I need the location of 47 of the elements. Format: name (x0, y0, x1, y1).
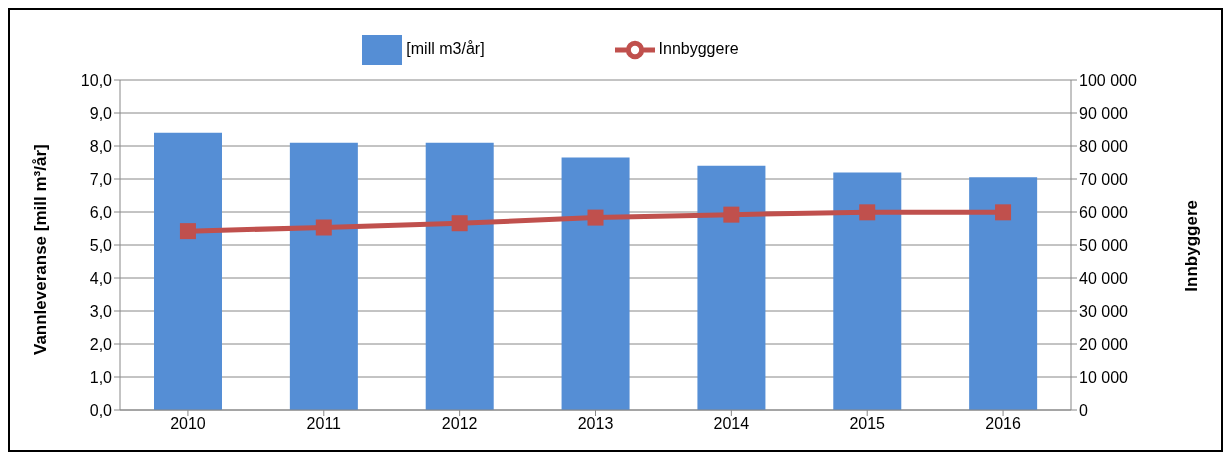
bar (425, 142, 494, 410)
y2-tick-label: 80 000 (1079, 137, 1129, 155)
y-tick-label: 4,0 (89, 269, 113, 287)
y-tick-label: 3,0 (89, 302, 113, 320)
y-tick-label: 9,0 (89, 104, 113, 122)
x-tick-label: 2010 (170, 415, 206, 433)
y-tick-label: 8,0 (89, 137, 113, 155)
bar (154, 132, 222, 410)
legend-label: [mill m3/år] (406, 40, 485, 58)
x-tick-label: 2014 (713, 415, 750, 433)
legend-label: Innbyggere (658, 40, 739, 58)
point (587, 209, 604, 226)
y-tick-label: 5,0 (89, 236, 113, 254)
y-tick-label: 6,0 (89, 203, 113, 221)
point (451, 215, 468, 232)
y2-tick-label: 20 000 (1079, 335, 1129, 353)
y-tick-label: 2,0 (89, 335, 113, 353)
point (315, 219, 332, 236)
y2-tick-label: 40 000 (1079, 269, 1129, 287)
y2-tick-label: 60 000 (1079, 203, 1129, 221)
y2-tick-label: 0 (1079, 401, 1088, 419)
y2-tick-label: 30 000 (1079, 302, 1129, 320)
y-tick-label: 0,0 (89, 401, 113, 419)
point (179, 223, 196, 240)
y-tick-label: 7,0 (89, 170, 113, 188)
y2-tick-label: 90 000 (1079, 104, 1129, 122)
y2-tick-label: 50 000 (1079, 236, 1129, 254)
y2-tick-label: 10 000 (1079, 368, 1129, 386)
y-tick-label: 1,0 (89, 368, 113, 386)
point (995, 204, 1012, 221)
bar (833, 172, 902, 410)
y-tick-label: 10,0 (80, 71, 113, 89)
x-tick-label: 2015 (849, 415, 886, 433)
bar (969, 177, 1038, 410)
x-tick-label: 2016 (985, 415, 1021, 433)
y2-tick-label: 70 000 (1079, 170, 1129, 188)
point (723, 206, 740, 223)
point (859, 204, 876, 221)
x-tick-label: 2011 (306, 415, 342, 433)
x-tick-label: 2013 (577, 415, 614, 433)
bar (289, 142, 358, 410)
bar (697, 165, 766, 410)
y2-tick-label: 100 000 (1079, 71, 1137, 89)
y2-axis-title: Innbyggere (1182, 200, 1202, 292)
x-tick-label: 2012 (441, 415, 478, 433)
y-axis-title: Vannleveranse [mill m³/år] (31, 144, 51, 355)
bar (561, 157, 630, 410)
